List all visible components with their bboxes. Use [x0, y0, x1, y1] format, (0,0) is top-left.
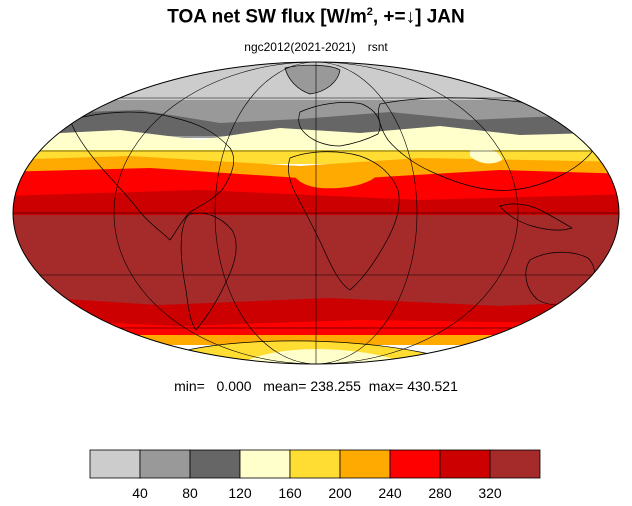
colorbar-tick-label: 160 — [278, 485, 302, 501]
colorbar-boxes — [89, 449, 541, 479]
greenland-high — [285, 65, 340, 94]
run-label: ngc2012(2021-2021) — [244, 40, 356, 54]
colorbar-box — [439, 449, 491, 479]
coast-africa — [288, 151, 400, 291]
tibet-cream — [470, 148, 502, 164]
map-title: TOA net SW flux [W/m2, +=↓] JAN — [167, 6, 465, 28]
coast-greenland — [284, 64, 341, 95]
colorbar-box — [89, 449, 141, 479]
coast-north-america — [69, 111, 234, 241]
colorbar-tick-label: 240 — [378, 485, 402, 501]
colorbar-tick-label: 120 — [228, 485, 252, 501]
colorbar-tick-label: 40 — [132, 485, 148, 501]
globe-outline — [12, 61, 620, 365]
colorbar-ticks: 40 80 120 160 200 240 280 320 — [132, 485, 502, 501]
meridian-60 — [214, 62, 418, 364]
sahara-orange — [292, 164, 380, 189]
antarctica-cream — [240, 349, 405, 364]
colorbar-box — [239, 449, 291, 479]
map-subtitle: ngc2012(2021-2021) rsnt — [0, 40, 632, 54]
colorbar-box — [139, 449, 191, 479]
colorbar-tick-label: 320 — [478, 485, 502, 501]
coast-south-america — [180, 212, 237, 331]
colorbar-tick-label: 200 — [328, 485, 352, 501]
summary-stats: min= 0.000 mean= 238.255 max= 430.521 — [174, 378, 458, 394]
colorbar-box — [389, 449, 441, 479]
colorbar-box — [339, 449, 391, 479]
meridian-120 — [113, 62, 519, 364]
colorbar-box — [289, 449, 341, 479]
colorbar-tick-label: 280 — [428, 485, 452, 501]
coast-indonesia — [499, 203, 573, 231]
colorbar-box — [189, 449, 241, 479]
coast-europe — [298, 102, 381, 147]
world-map — [12, 61, 620, 365]
colorbar-tick-label: 80 — [182, 485, 198, 501]
coast-asia — [378, 97, 601, 191]
variable-label: rsnt — [367, 40, 388, 54]
colorbar-box — [489, 449, 541, 479]
